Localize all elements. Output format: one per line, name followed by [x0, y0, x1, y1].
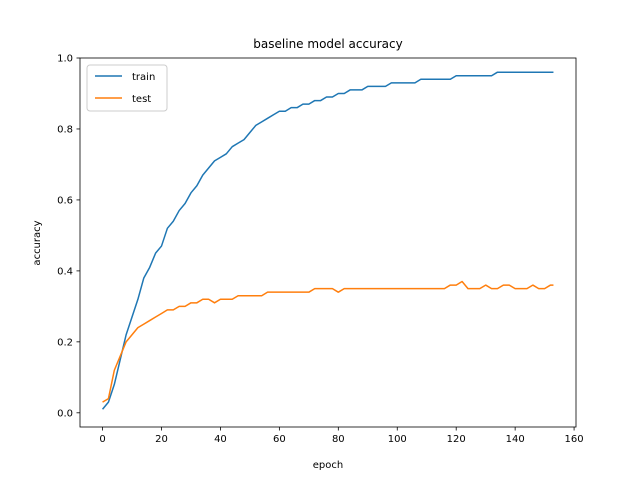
x-axis-title: epoch: [313, 460, 343, 471]
x-tick-label: 60: [273, 434, 286, 445]
legend-label-test: test: [132, 94, 151, 105]
x-tick-label: 20: [155, 434, 168, 445]
legend-label-train: train: [132, 72, 155, 83]
y-tick-label: 0.0: [57, 408, 73, 419]
y-tick-label: 1.0: [57, 54, 73, 65]
x-tick-label: 140: [506, 434, 525, 445]
x-tick-label: 40: [214, 434, 227, 445]
y-tick-label: 0.6: [57, 195, 73, 206]
series-line-test: [102, 280, 554, 403]
y-tick-label: 0.2: [57, 337, 73, 348]
y-tick-label: 0.8: [57, 124, 73, 135]
x-tick-label: 0: [99, 434, 105, 445]
legend: train test: [86, 64, 168, 112]
y-axis-title: accuracy: [32, 220, 43, 265]
chart-title: baseline model accuracy: [253, 37, 402, 51]
y-tick-label: 0.4: [57, 266, 73, 277]
plot-area: 0 20 40 60 80 100 120 140 160 0.0 0.2 0.4 0.6 0.8 1.0 t…: [57, 54, 584, 446]
x-tick-label: 160: [565, 434, 584, 445]
series-line-train: [101, 71, 554, 410]
x-tick-label: 120: [447, 434, 466, 445]
x-tick-label: 100: [388, 434, 407, 445]
plot-frame: [79, 57, 577, 428]
x-tick-label: 80: [332, 434, 345, 445]
